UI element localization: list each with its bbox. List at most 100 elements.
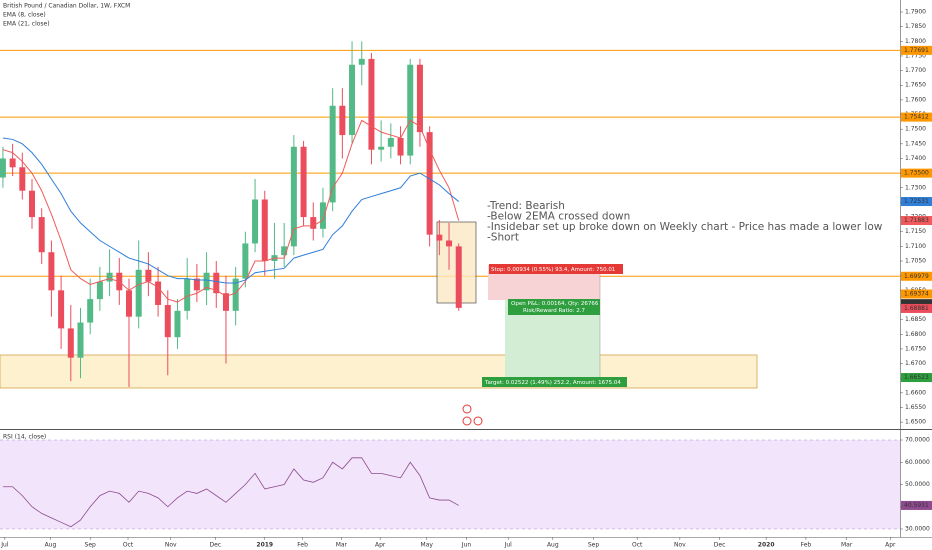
candle-body (174, 310, 181, 338)
candle-body (281, 246, 288, 256)
rsi-value-label: 40.5931 (904, 502, 929, 509)
x-tick-label: 2019 (256, 542, 273, 549)
price-label: 1.77691 (904, 47, 929, 54)
x-tick-label: Mar (336, 542, 348, 549)
candle-body (96, 281, 103, 300)
candle-body (397, 137, 404, 156)
candle-body (349, 64, 356, 136)
x-tick-label: Oct (632, 542, 643, 549)
legend-ema8: EMA (8, close) (3, 12, 46, 19)
candle-body (77, 322, 84, 358)
chart-title: British Pound / Canadian Dollar, 1W, FXC… (3, 3, 130, 10)
price-label: 1.69374 (904, 291, 929, 298)
y-tick-label: 1.7100 (905, 243, 926, 250)
candle-body (184, 278, 191, 311)
y-tick-label: 1.6750 (905, 345, 926, 352)
candle-body (436, 234, 443, 241)
price-label-box (901, 112, 932, 122)
candle-body (58, 290, 65, 329)
x-tick-label: Apr (885, 542, 896, 549)
candle-body (455, 246, 462, 308)
candle-body (164, 304, 171, 338)
candle-body (232, 278, 239, 311)
price-label: 1.69045 (904, 300, 929, 307)
annotation: -Short (487, 232, 519, 244)
x-tick-label: Apr (375, 542, 386, 549)
price-label-box (901, 45, 932, 55)
candle-body (290, 146, 297, 247)
price-label: 1.66523 (904, 374, 929, 381)
y-tick-label: 1.7900 (905, 9, 926, 16)
annotation: -Insidebar set up broke down on Weekly c… (487, 221, 883, 233)
y-tick-label: 1.6800 (905, 331, 926, 338)
price-label-box (901, 168, 932, 178)
candle-body (125, 290, 132, 317)
candle-body (203, 272, 210, 291)
candle-body (145, 269, 152, 282)
price-label-box (901, 299, 932, 309)
y-tick-label: 1.6550 (905, 404, 926, 411)
candle-body (407, 64, 414, 156)
candle-body (252, 199, 259, 244)
price-label: 1.72531 (904, 198, 929, 205)
candle-body (0, 158, 6, 178)
candle-body (446, 240, 453, 247)
y-tick-label: 1.7700 (905, 67, 926, 74)
legend-ema21: EMA (21, close) (3, 21, 50, 28)
y-tick-label: 60.0000 (905, 459, 930, 466)
ema-line (2, 119, 460, 303)
y-tick-label: 1.7450 (905, 140, 926, 147)
pnl-label: Open P&L: 0.00164, Qty: 26766 (511, 301, 599, 307)
price-label: 1.68881 (904, 305, 929, 312)
stop-label: Stop: 0.00934 (0.55%) 93.4, Amount: 750.… (491, 267, 615, 273)
candle-body (368, 58, 375, 150)
y-tick-label: 30.0000 (905, 525, 930, 532)
y-tick-label: 1.7600 (905, 96, 926, 103)
candle-body (29, 190, 36, 218)
x-tick-label: Jun (461, 542, 472, 549)
y-tick-label: 1.7400 (905, 155, 926, 162)
candle-body (48, 252, 55, 291)
y-tick-label: 1.7300 (905, 184, 926, 191)
candle-body (9, 158, 16, 168)
x-tick-label: Nov (165, 542, 177, 549)
candle-body (222, 293, 229, 311)
x-tick-label: Sep (85, 542, 97, 549)
price-label: 1.69979 (904, 273, 929, 280)
y-tick-label: 1.7750 (905, 52, 926, 59)
target-label: Target: 0.02522 (1.49%) 252.2, Amount: 1… (484, 380, 621, 386)
candle-body (193, 278, 200, 291)
y-tick-label: 50.0000 (905, 481, 930, 488)
candle-body (261, 199, 268, 262)
x-tick-label: Dec (209, 542, 221, 549)
candle-body (416, 64, 423, 133)
ratio-label: Risk/Reward Ratio: 2.7 (523, 308, 585, 314)
rsi-band (0, 440, 900, 529)
y-tick-label: 1.7850 (905, 23, 926, 30)
candle-body (242, 243, 249, 279)
y-tick-label: 1.6700 (905, 360, 926, 367)
x-tick-label: May (421, 542, 434, 549)
y-tick-label: 1.6500 (905, 419, 926, 426)
annotation: -Below 2EMA crossed down (487, 211, 630, 223)
candle-body (319, 202, 326, 229)
pnl-label-box (508, 299, 600, 315)
event-icons (462, 404, 483, 426)
x-tick-label: Aug (547, 542, 559, 549)
candle-body (378, 146, 385, 150)
x-tick-label: Oct (123, 542, 134, 549)
candle-body (155, 281, 162, 305)
price-label-box (901, 289, 932, 299)
ema-line (2, 137, 460, 284)
candle-body (135, 269, 142, 317)
x-tick-label: Feb (801, 542, 812, 549)
y-tick-label: 1.7150 (905, 228, 926, 235)
candle-body (300, 146, 307, 218)
x-tick-label: 2020 (758, 542, 775, 549)
price-label: 1.71883 (904, 217, 929, 224)
legend-rsi: RSI (14, close) (3, 434, 46, 441)
price-label: 1.73500 (904, 170, 929, 177)
candle-body (339, 105, 346, 136)
candle-body (38, 217, 45, 253)
candle-body (19, 167, 26, 191)
